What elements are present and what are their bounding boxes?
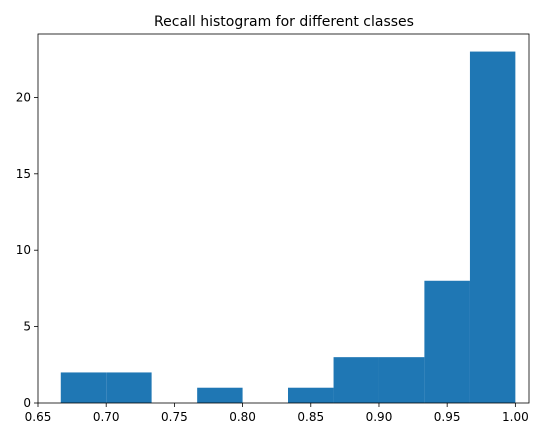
histogram-bar-3	[197, 387, 243, 403]
histogram-bar-7	[378, 357, 425, 403]
y-tick-label: 10	[16, 243, 31, 257]
x-tick-label: 0.70	[93, 410, 120, 424]
x-tick-label: 1.00	[502, 410, 529, 424]
x-tick-label: 0.90	[366, 410, 393, 424]
y-tick-label: 15	[16, 167, 31, 181]
y-tick-label: 0	[23, 396, 31, 410]
x-tick-label: 0.65	[25, 410, 52, 424]
histogram-bar-1	[106, 372, 152, 403]
histogram-bar-6	[333, 357, 379, 403]
x-tick-label: 0.75	[161, 410, 188, 424]
x-tick-label: 0.85	[297, 410, 324, 424]
histogram-bar-0	[60, 372, 107, 403]
histogram-bar-8	[424, 280, 470, 403]
x-tick-label: 0.95	[434, 410, 461, 424]
y-tick-label: 5	[23, 320, 31, 334]
histogram-bar-9	[469, 51, 516, 403]
x-tick-label: 0.80	[229, 410, 256, 424]
histogram-bar-5	[288, 387, 334, 403]
x-axis: 0.65 0.70 0.75 0.80 0.85 0.90 0.95 1.00	[25, 403, 529, 424]
y-axis: 0 5 10 15 20	[16, 90, 38, 410]
plot-frame	[37, 33, 530, 404]
y-tick-label: 20	[16, 90, 31, 104]
chart-title: Recall histogram for different classes	[154, 14, 414, 30]
bars-group	[60, 51, 516, 403]
